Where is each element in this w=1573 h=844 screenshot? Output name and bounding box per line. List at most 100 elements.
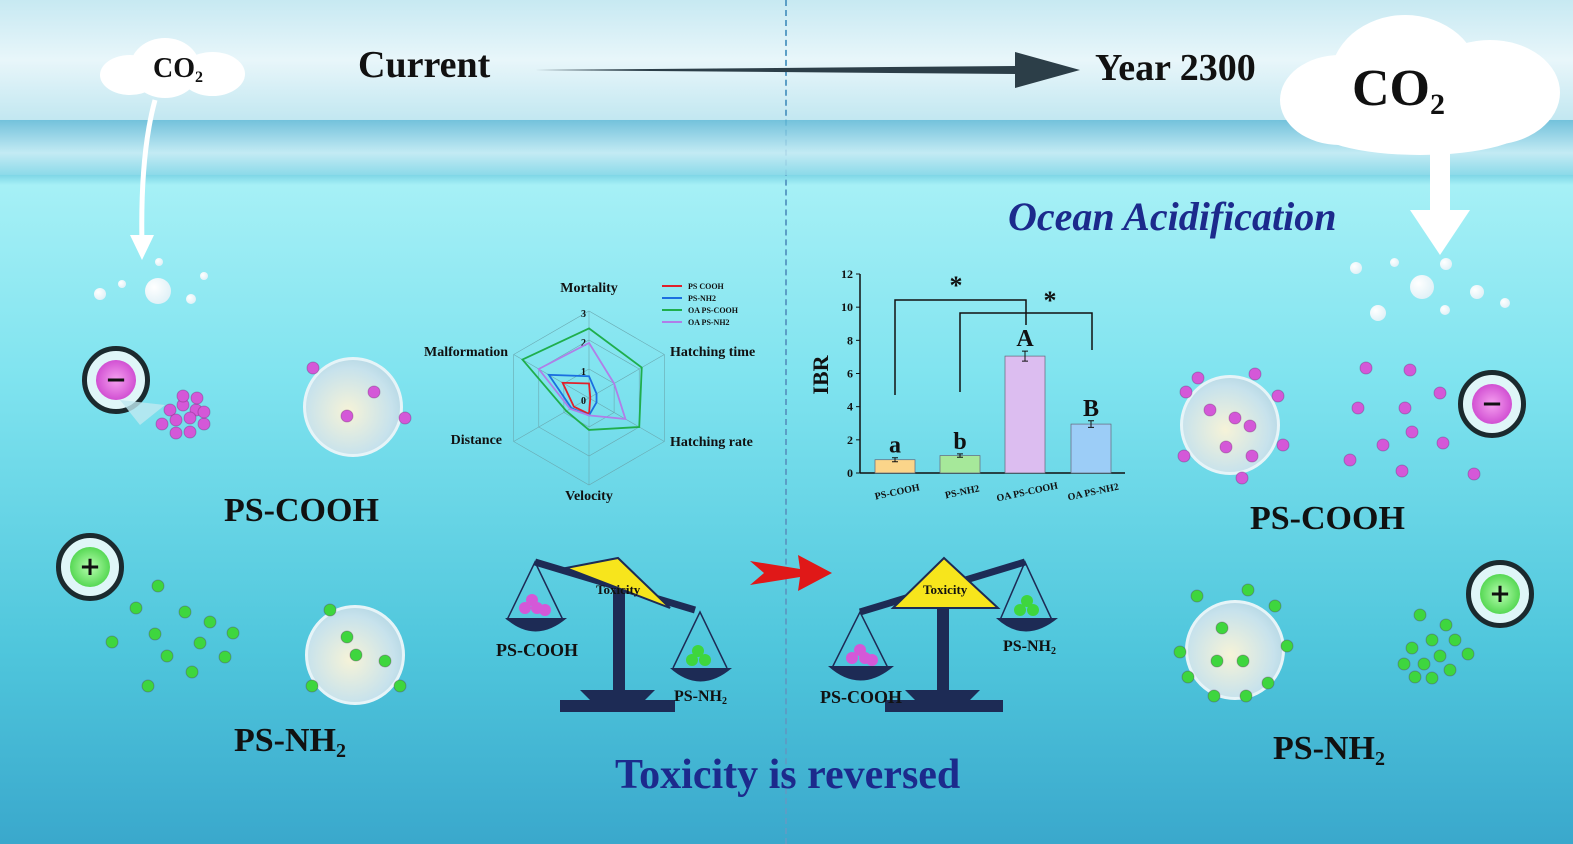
nh2-particle — [185, 665, 199, 679]
cooh-particle — [183, 425, 197, 439]
cooh-particle — [1235, 471, 1249, 485]
nh2-particle — [178, 605, 192, 619]
cooh-particle — [1343, 453, 1357, 467]
error-bar — [957, 453, 963, 458]
cooh-particle — [190, 391, 204, 405]
significance-letter: b — [953, 429, 966, 455]
cooh-particle — [169, 413, 183, 427]
y-tick-label: 0 — [847, 466, 853, 480]
cooh-particle — [367, 385, 381, 399]
year-label: Year 2300 — [1095, 47, 1256, 89]
radar-tick-label: 3 — [581, 309, 586, 320]
nh2-particle — [1461, 647, 1475, 661]
scale2-toxicity-label: Toxicity — [923, 582, 968, 597]
right-nh2-label: PS-NH2 — [1273, 730, 1385, 770]
cooh-particle — [183, 411, 197, 425]
significance-letter: B — [1083, 396, 1099, 422]
radar-tick-label: 1 — [581, 367, 586, 378]
cooh-particle — [163, 403, 177, 417]
left-cooh-label: PS-COOH — [224, 492, 379, 529]
significance-star: * — [1044, 286, 1057, 315]
radar-axis-label: Mortality — [560, 281, 618, 296]
radar-axis-label: Hatching rate — [670, 435, 753, 450]
cooh-particle — [1376, 438, 1390, 452]
nh2-particle — [1443, 663, 1457, 677]
co2-label: CO — [153, 53, 195, 84]
nh2-particle — [1448, 633, 1462, 647]
nh2-particle — [378, 654, 392, 668]
cooh-particle — [1405, 425, 1419, 439]
nh2-particle — [1417, 657, 1431, 671]
embryo-icon — [1180, 375, 1280, 475]
y-tick-label: 4 — [847, 400, 853, 414]
legend-label: PS COOH — [688, 282, 725, 291]
cooh-particle — [197, 405, 211, 419]
co2-subscript-large: 2 — [1430, 88, 1445, 121]
nh2-particle — [393, 679, 407, 693]
legend-label: OA PS-COOH — [688, 306, 739, 315]
scale-toxicity-label: Toxicity — [596, 582, 641, 597]
nh2-particle — [193, 636, 207, 650]
nh2-particle — [160, 649, 174, 663]
cooh-particle — [1243, 419, 1257, 433]
nh2-particle — [1239, 689, 1253, 703]
time-arrow — [535, 52, 1080, 88]
nh2-particle — [1210, 654, 1224, 668]
radar-axis-label: Hatching time — [670, 345, 755, 360]
error-bar — [1022, 350, 1028, 362]
radar-series-3 — [537, 341, 627, 421]
nh2-particle — [218, 650, 232, 664]
bar — [939, 455, 981, 474]
significance-bracket — [959, 312, 1093, 392]
nh2-particle — [1181, 670, 1195, 684]
cooh-particle — [1403, 363, 1417, 377]
nh2-particle — [1236, 654, 1250, 668]
cooh-particle — [1177, 449, 1191, 463]
cooh-particle — [1398, 401, 1412, 415]
zoom-cone — [120, 400, 165, 425]
reversal-arrow — [750, 555, 832, 591]
y-axis-label: IBR — [810, 354, 833, 394]
scale-nh2-label: PS-NH2 — [674, 688, 727, 707]
nh2-particle — [1405, 641, 1419, 655]
nh2-particle — [1397, 657, 1411, 671]
radar-axis-line — [588, 397, 665, 442]
radar-series-2 — [520, 327, 643, 431]
co2-subscript: 2 — [195, 68, 203, 86]
cooh-particle — [155, 417, 169, 431]
co2-arrow-right — [1410, 150, 1470, 255]
cooh-particle — [1245, 449, 1259, 463]
legend-label: OA PS-NH2 — [688, 318, 730, 327]
nh2-particle — [1280, 639, 1294, 653]
divider-line — [785, 0, 787, 844]
nh2-particle — [1261, 676, 1275, 690]
nh2-particle — [1173, 645, 1187, 659]
nh2-particle — [1439, 618, 1453, 632]
nh2-particle — [148, 627, 162, 641]
cooh-particle — [1219, 440, 1233, 454]
balance-scale-2300 — [828, 556, 1058, 712]
y-tick-label: 10 — [841, 300, 853, 314]
y-tick-label: 6 — [847, 367, 853, 381]
x-tick-label: PS-COOH — [874, 482, 921, 502]
significance-star: * — [950, 271, 963, 300]
balance-scale-current — [505, 556, 732, 712]
ibr-bar-chart: 0 2 4 6 8 10 12 IBR a PS-COOH b PS-NH2 A OA PS-COOH B O… — [810, 267, 1125, 504]
cooh-particle — [1228, 411, 1242, 425]
nh2-particle — [1190, 589, 1204, 603]
cooh-particle — [1203, 403, 1217, 417]
cooh-particle — [169, 426, 183, 440]
nh2-particle — [105, 635, 119, 649]
scale-cooh-label: PS-COOH — [496, 640, 579, 660]
nh2-particle — [323, 603, 337, 617]
nh2-particle — [1215, 621, 1229, 635]
radar-axis-label: Velocity — [565, 489, 613, 504]
radar-axis-line — [513, 397, 590, 442]
cooh-particle — [176, 389, 190, 403]
radar-chart: Mortality Hatching time Hatching rate Veloc… — [424, 281, 755, 504]
nh2-particle — [203, 615, 217, 629]
significance-letter: A — [1016, 326, 1034, 352]
radar-tick-label: 2 — [581, 338, 586, 349]
